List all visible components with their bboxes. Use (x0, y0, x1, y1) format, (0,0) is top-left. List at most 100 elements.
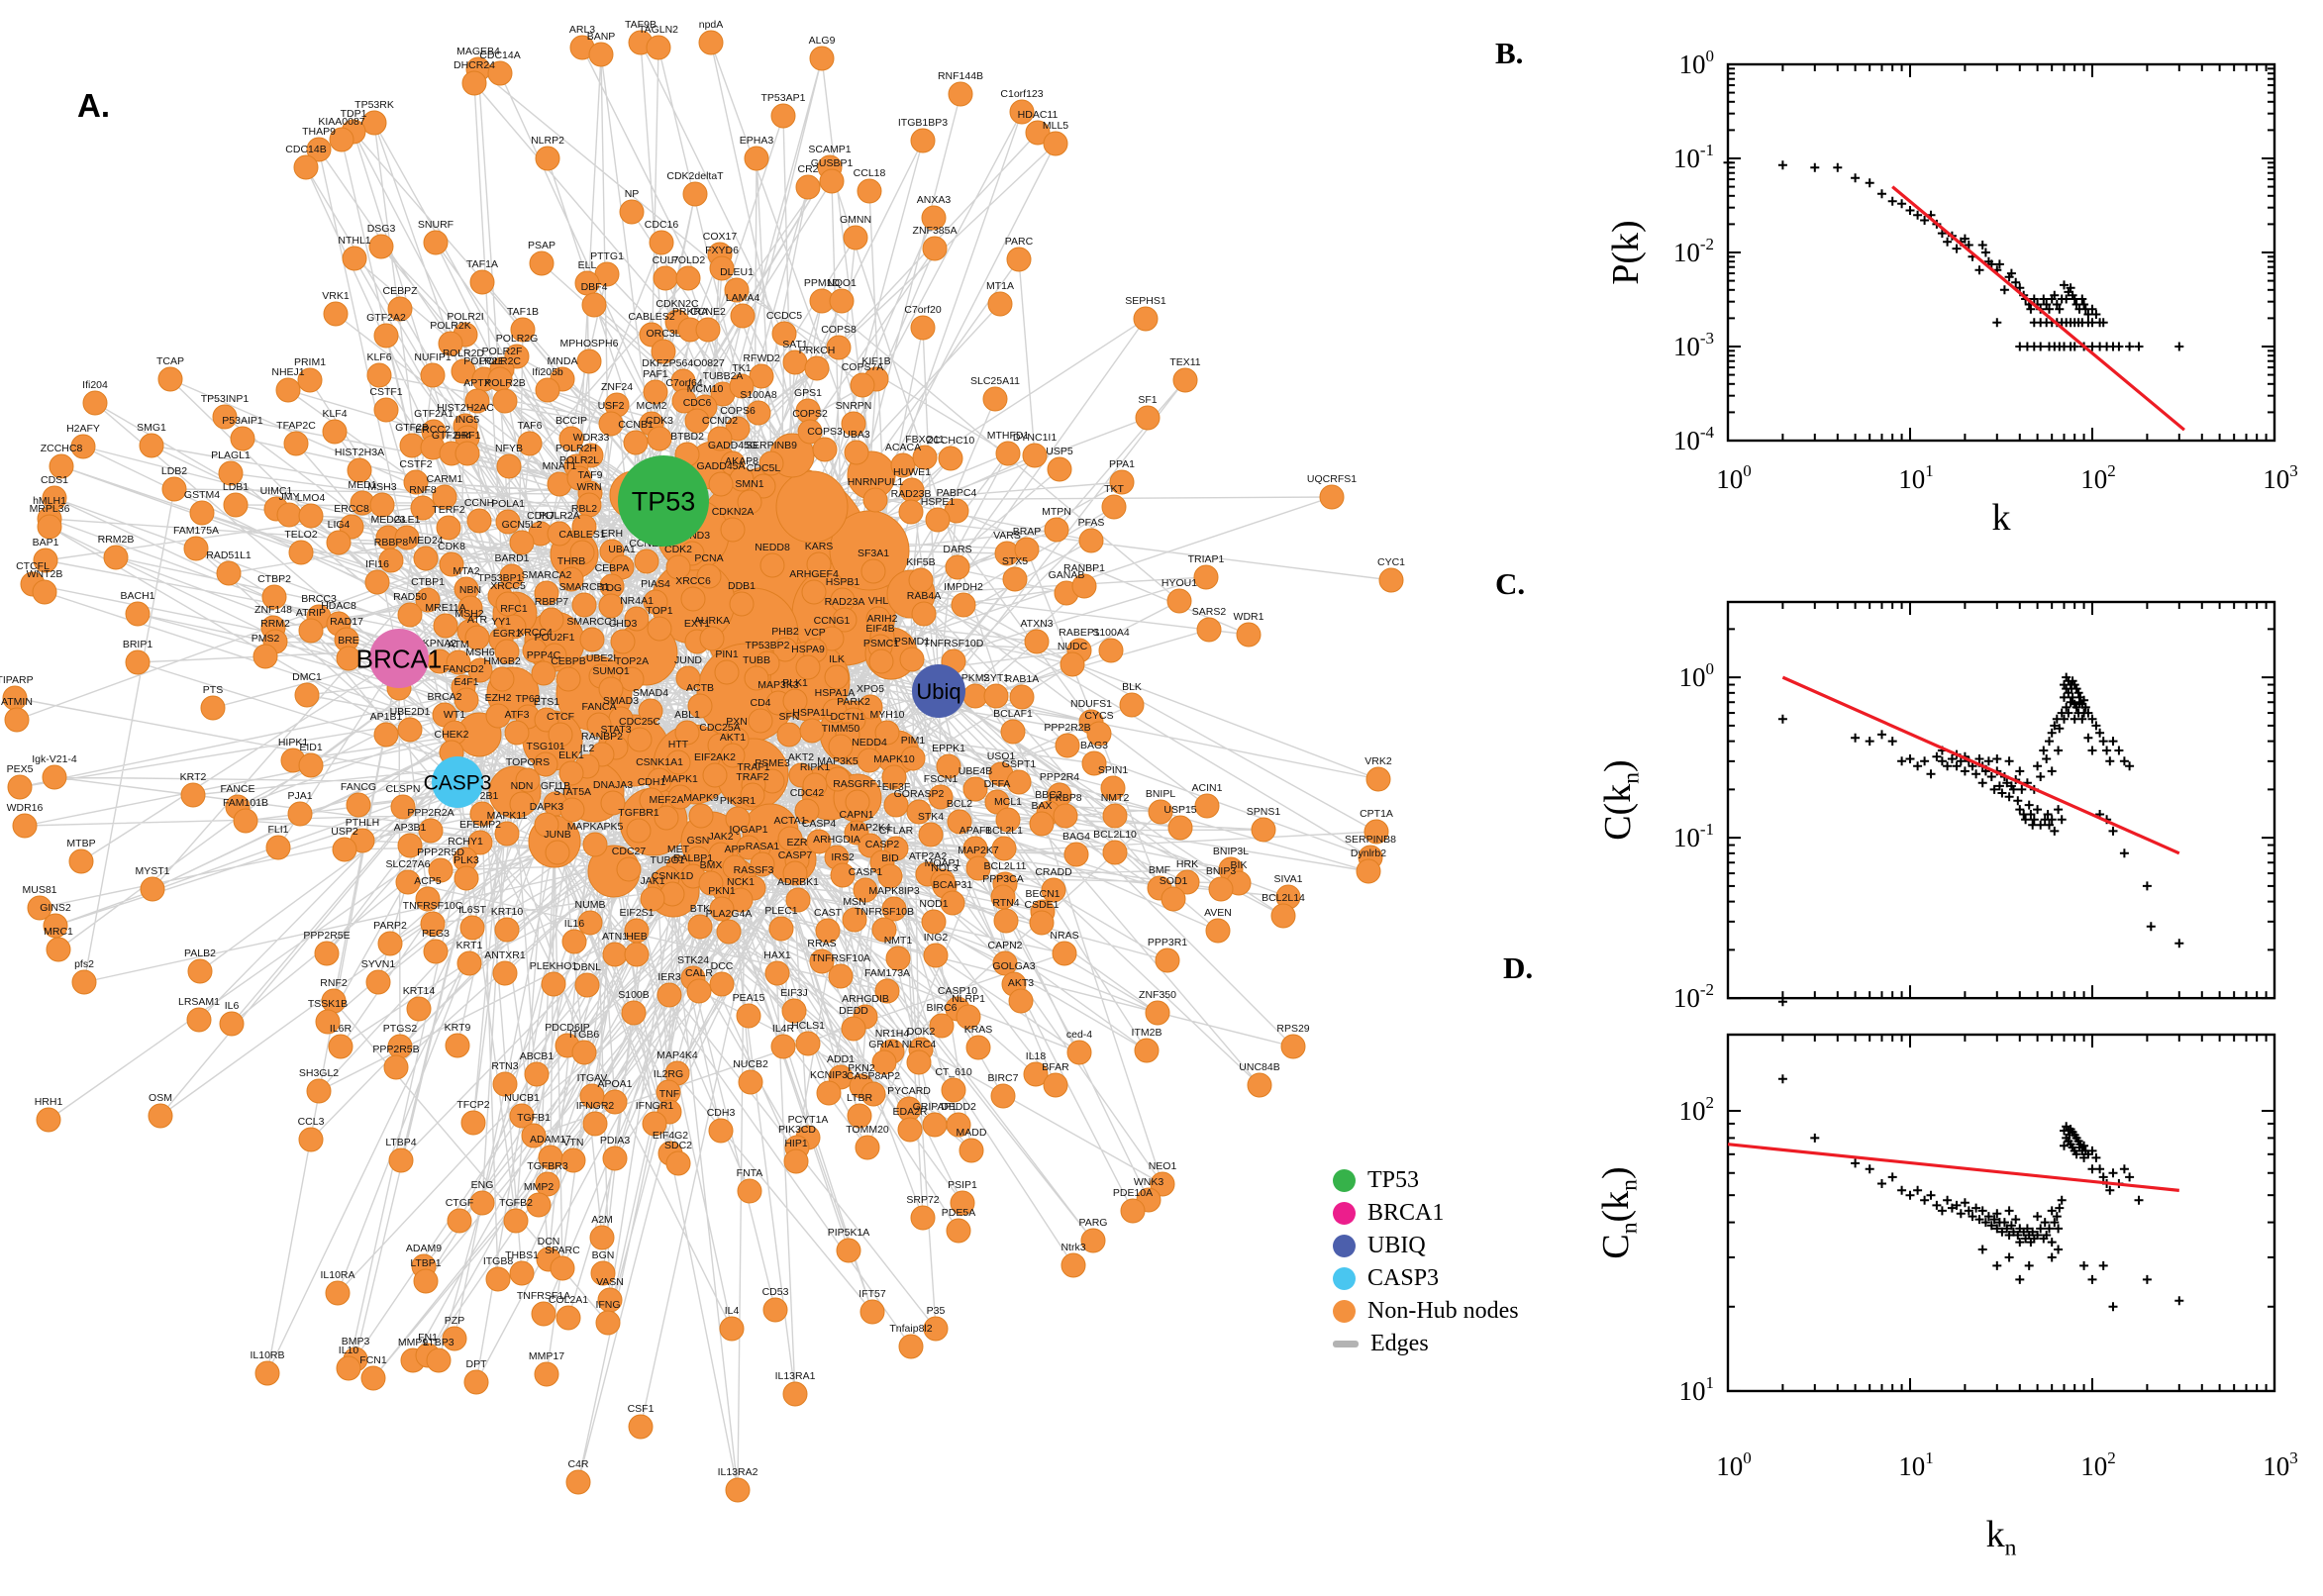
svg-text:103: 103 (2263, 461, 2298, 494)
network-node (841, 1016, 866, 1042)
network-node-label: MED24 (408, 535, 443, 547)
network-node (1024, 629, 1050, 654)
network-node-label: KRAS (964, 1024, 993, 1036)
network-node-label: EIF2S1 (619, 907, 654, 919)
svg-text:103: 103 (2263, 1448, 2298, 1481)
network-node-label: CTCFL (16, 560, 50, 572)
svg-text:102: 102 (2080, 1448, 2116, 1481)
network-node-label: NEDD4 (852, 737, 887, 748)
network-node (1148, 799, 1173, 825)
network-node (841, 411, 866, 437)
network-node-label: ARL3 (569, 24, 595, 36)
chart-x-axis-title: k (1992, 497, 2011, 539)
network-node-label: APAF1 (960, 825, 992, 837)
network-node-label: CDC42 (790, 787, 825, 799)
network-node-label: MYH10 (869, 709, 904, 721)
network-node-label: GSTM4 (184, 489, 220, 501)
network-node (795, 174, 821, 200)
network-node (771, 321, 797, 347)
network-node-label: PPP3CA (982, 873, 1023, 885)
network-node (850, 372, 875, 398)
network-node (548, 722, 573, 748)
network-node-label: PARC (1005, 236, 1034, 248)
network-node (397, 717, 423, 743)
network-node (485, 703, 511, 729)
network-node-label: IL6ST (458, 904, 487, 916)
network-node (674, 720, 700, 746)
network-node-label: PPP2R2A (407, 807, 454, 819)
network-node-label: SOD1 (1160, 875, 1188, 887)
network-node-label: C4R (567, 1458, 588, 1470)
network-node (688, 803, 714, 829)
network-node-label: JMY (279, 491, 300, 503)
network-node-label: ATP2A2 (909, 850, 947, 862)
network-node-label: ERH (601, 528, 623, 540)
network-node (801, 579, 827, 605)
network-node (687, 693, 713, 719)
network-node (454, 441, 480, 466)
network-node-label: ACTA1 (773, 815, 806, 827)
network-node-label: ADD1 (827, 1053, 855, 1065)
network-node (995, 807, 1021, 833)
network-node-label: TP53RK (354, 99, 394, 111)
network-node-label: BNIP3L (1213, 846, 1249, 857)
network-node-label: RAD17 (330, 616, 363, 628)
network-node-label: TNFRSF10A (811, 952, 870, 964)
network-node (559, 797, 585, 823)
network-node (189, 500, 215, 526)
network-node (857, 748, 882, 773)
network-node (772, 637, 798, 662)
network-node-label: PTS (203, 684, 223, 696)
network-node-label: POLR2A (539, 510, 579, 522)
network-node (420, 911, 446, 937)
network-node (582, 832, 608, 857)
network-node-label: OSM (149, 1092, 172, 1104)
network-node (1356, 858, 1381, 884)
network-node-label: SNRPN (836, 400, 872, 412)
network-node-label: XRCC4 (517, 627, 553, 639)
network-node-label: HIPK1 (278, 737, 309, 748)
network-node (794, 798, 820, 824)
network-node (397, 833, 423, 858)
network-node (1025, 120, 1051, 146)
network-node-label: HEB (626, 931, 648, 943)
network-node-label: MRE11A (425, 602, 465, 614)
network-node-label: SMARCB1 (559, 581, 610, 593)
network-node-label: POLR2I (447, 311, 483, 323)
network-node-label: MAPK11 (487, 810, 528, 822)
network-node-label: SYVN1 (361, 958, 396, 970)
network-node (921, 205, 947, 231)
network-node (687, 914, 713, 940)
network-node (460, 1110, 486, 1136)
network-node (829, 288, 855, 314)
network-node (415, 587, 441, 613)
network-node-label: TSG101 (526, 741, 564, 752)
network-node (369, 492, 395, 518)
network-node (373, 397, 399, 423)
network-node-label: IL13RA1 (775, 1370, 816, 1382)
network-node (1002, 566, 1028, 592)
network-node-label: TRAF2 (736, 771, 768, 783)
network-node-label: RRM2B (98, 534, 135, 546)
hub-node-ubiq (912, 664, 965, 718)
network-node (910, 1205, 936, 1231)
network-node-label: DLEU1 (720, 266, 754, 278)
network-node-label: POLR2B (484, 377, 525, 389)
network-node-label: PLK3 (454, 854, 479, 866)
network-node-label: KIAA0087 (318, 116, 364, 128)
network-node (1101, 494, 1127, 520)
chart-y-axis-title: Cn(kn) (1595, 1166, 1642, 1258)
network-node-label: CDC6 (683, 397, 712, 409)
network-node (33, 548, 58, 573)
network-node-label: EZH2 (485, 692, 512, 704)
network-node (638, 698, 663, 724)
network-node-label: EPHA3 (740, 135, 774, 147)
network-node (623, 430, 649, 455)
network-node (828, 963, 854, 989)
network-node (1043, 131, 1068, 156)
network-node-label: TP53AP1 (761, 92, 806, 104)
network-node (646, 35, 671, 60)
network-node (571, 514, 597, 540)
network-node (1029, 811, 1055, 837)
network-node-label: BAG3 (1080, 740, 1108, 751)
